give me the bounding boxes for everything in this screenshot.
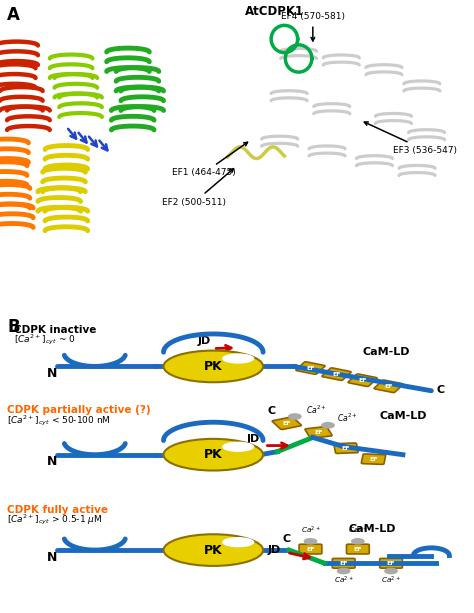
Text: B: B [7, 318, 20, 336]
Text: JD: JD [197, 336, 210, 346]
Text: EF: EF [306, 547, 315, 552]
Text: EF: EF [354, 547, 362, 552]
FancyBboxPatch shape [348, 374, 377, 386]
Text: AtCDPK1: AtCDPK1 [246, 5, 304, 18]
FancyBboxPatch shape [305, 427, 332, 438]
Text: CaM-LD: CaM-LD [348, 524, 396, 534]
Text: $[Ca^{2+}]_{cyt}$ > 0.5-1 $\mu$M: $[Ca^{2+}]_{cyt}$ > 0.5-1 $\mu$M [7, 512, 102, 527]
FancyBboxPatch shape [322, 368, 351, 380]
Text: EF4 (570-581): EF4 (570-581) [281, 12, 345, 41]
FancyBboxPatch shape [361, 454, 386, 465]
Ellipse shape [222, 441, 255, 452]
Text: $Ca^{2+}$: $Ca^{2+}$ [381, 574, 401, 585]
Text: EF: EF [342, 446, 350, 451]
Circle shape [289, 414, 301, 419]
Text: C: C [436, 385, 444, 395]
Text: EF: EF [339, 561, 348, 566]
Circle shape [352, 539, 364, 544]
FancyBboxPatch shape [346, 544, 369, 554]
Text: N: N [47, 550, 57, 563]
FancyBboxPatch shape [296, 362, 325, 375]
Text: $Ca^{2+}$: $Ca^{2+}$ [301, 525, 320, 536]
Text: EF: EF [384, 384, 393, 389]
Text: EF3 (536-547): EF3 (536-547) [365, 122, 457, 154]
Ellipse shape [164, 351, 263, 383]
Text: EF: EF [332, 371, 341, 376]
Circle shape [322, 422, 334, 428]
Circle shape [385, 568, 397, 574]
Text: $Ca^{2+}$: $Ca^{2+}$ [348, 525, 368, 536]
Text: EF: EF [314, 430, 323, 435]
Text: C: C [268, 406, 276, 416]
Text: PK: PK [204, 448, 223, 461]
Text: PK: PK [204, 544, 223, 557]
Text: EF: EF [387, 561, 395, 566]
Text: A: A [7, 7, 20, 25]
Text: N: N [47, 455, 57, 468]
Text: CaM-LD: CaM-LD [379, 411, 427, 421]
FancyBboxPatch shape [272, 417, 301, 430]
Text: $Ca^{2+}$: $Ca^{2+}$ [306, 403, 327, 416]
Ellipse shape [164, 535, 263, 566]
Circle shape [337, 568, 350, 574]
Text: EF2 (500-511): EF2 (500-511) [162, 169, 234, 207]
Text: CDPK inactive: CDPK inactive [14, 325, 97, 335]
Ellipse shape [164, 439, 263, 471]
FancyBboxPatch shape [299, 544, 322, 554]
Ellipse shape [222, 537, 255, 547]
FancyBboxPatch shape [334, 443, 358, 454]
Text: EF: EF [358, 378, 367, 383]
Text: $[Ca^{2+}]_{cyt}$ < 50-100 nM: $[Ca^{2+}]_{cyt}$ < 50-100 nM [7, 413, 111, 428]
Text: JD: JD [267, 544, 281, 555]
Text: $[Ca^{2+}]_{cyt}$ ~ 0: $[Ca^{2+}]_{cyt}$ ~ 0 [14, 332, 76, 347]
FancyBboxPatch shape [332, 558, 355, 568]
Text: C: C [283, 535, 291, 544]
FancyBboxPatch shape [380, 558, 402, 568]
Text: CDPK fully active: CDPK fully active [7, 504, 108, 514]
Text: PK: PK [204, 360, 223, 373]
Text: EF: EF [283, 421, 291, 426]
Circle shape [304, 539, 317, 544]
Text: $Ca^{2+}$: $Ca^{2+}$ [334, 574, 354, 585]
Text: EF: EF [306, 365, 315, 370]
Text: CaM-LD: CaM-LD [363, 346, 410, 357]
Text: JD: JD [247, 433, 260, 443]
Text: $Ca^{2+}$: $Ca^{2+}$ [337, 412, 358, 424]
Text: CDPK partially active (?): CDPK partially active (?) [7, 405, 151, 415]
Ellipse shape [222, 353, 255, 364]
FancyBboxPatch shape [374, 380, 403, 392]
Text: N: N [47, 367, 57, 379]
Text: EF: EF [369, 457, 378, 462]
Text: EF1 (464-475): EF1 (464-475) [172, 142, 247, 177]
